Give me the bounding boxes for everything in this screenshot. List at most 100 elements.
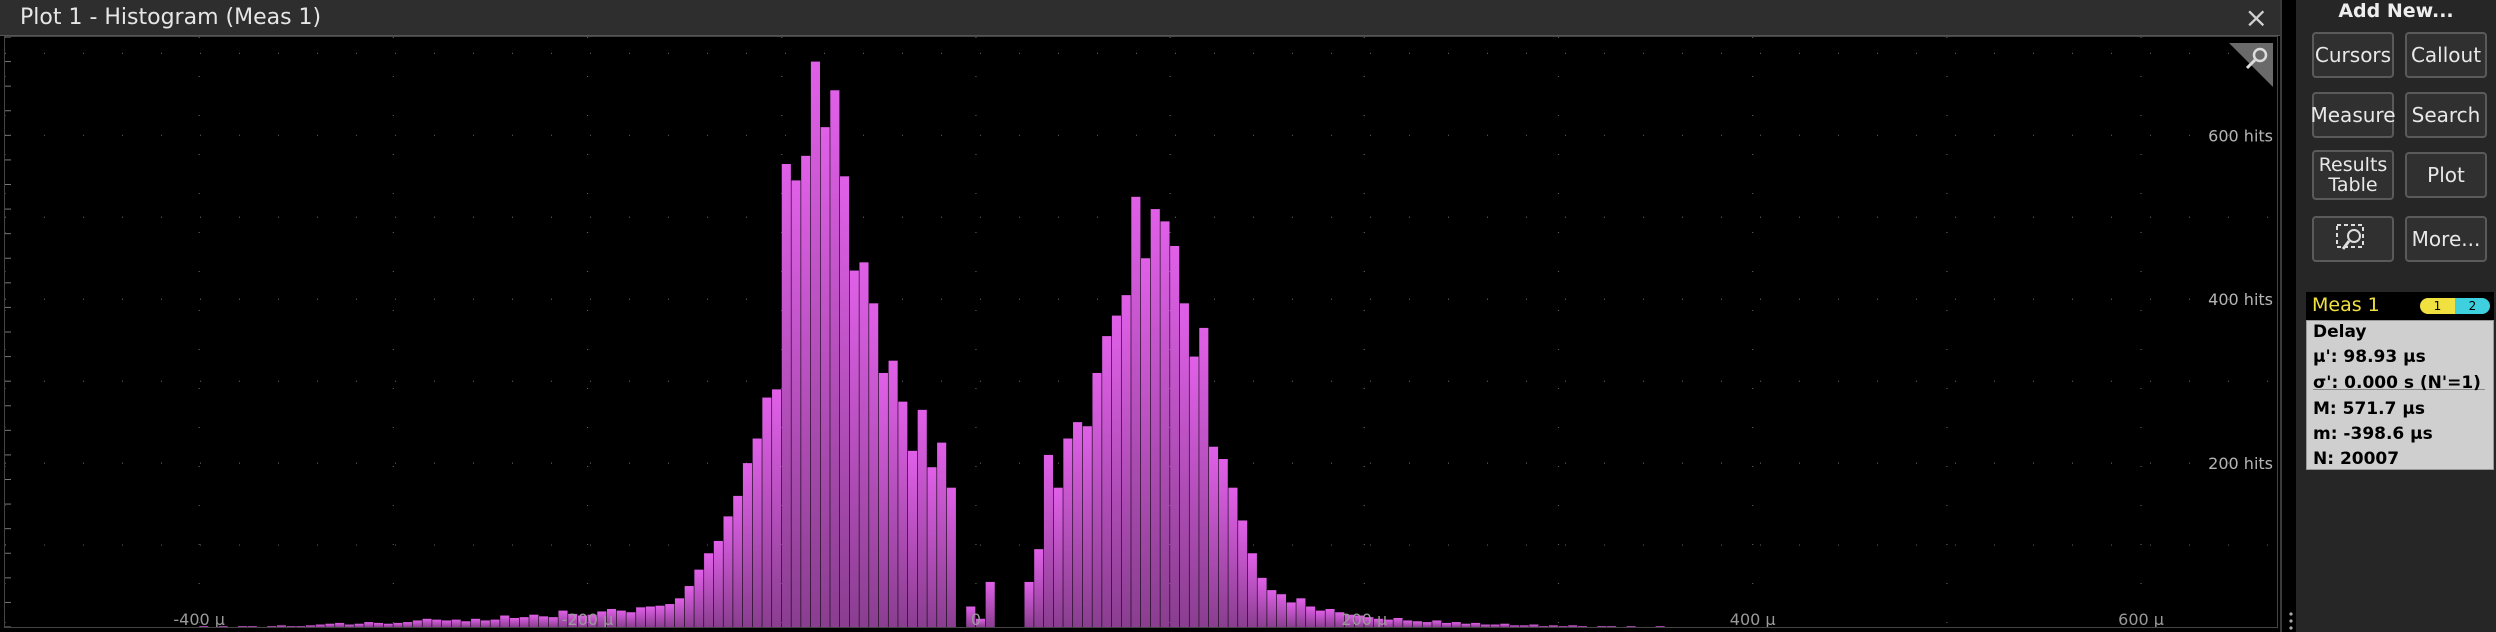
zoom-box-icon [2336,224,2364,250]
histogram-bar [966,606,976,627]
histogram-bar [616,610,626,627]
histogram-bar [548,617,558,627]
histogram-bar [1082,426,1092,627]
x-tick-label: -200 μ [562,610,614,627]
histogram-bar [1189,356,1199,627]
x-tick-label: 400 μ [1730,610,1776,627]
histogram-bar [937,442,947,627]
histogram-bar [218,626,228,627]
grid [5,37,2277,627]
histogram-bar [801,155,811,627]
plot-titlebar[interactable]: Plot 1 - Histogram (Meas 1) × [0,0,2280,36]
histogram-bar [1208,446,1219,627]
histogram-bar [1480,624,1490,627]
more-button[interactable]: More... [2405,216,2487,262]
histogram-bar [849,270,859,627]
histogram-bar [403,622,413,627]
source-1-label: 1 [2420,298,2455,314]
x-axis-ticks: -400 μ -200 μ 0 200 μ 400 μ 600 μ [173,610,2164,627]
histogram-bar [432,619,442,627]
measurement-max: M: 571.7 μs [2313,399,2425,419]
measurement-stddev: σ': 0.000 s (N'=1) [2313,373,2481,393]
separator [2313,389,2485,390]
histogram-bar [383,623,393,627]
results-table-button[interactable]: Results Table [2312,150,2394,200]
histogram-bar [1218,459,1228,627]
resize-handle-icon[interactable] [2288,610,2294,632]
histogram-bar [558,610,568,627]
histogram-bar [296,626,306,627]
measurement-min: m: -398.6 μs [2313,424,2433,444]
histogram-bar [927,467,937,627]
histogram-bar [1170,245,1180,627]
cursors-button[interactable]: Cursors [2312,32,2394,78]
histogram-bar [480,620,490,627]
histogram-bar [1393,617,1403,627]
histogram-bar [840,176,850,627]
x-tick-label: 600 μ [2118,610,2164,627]
histogram-bar [568,613,578,627]
histogram-bar [752,438,762,627]
histogram-bar [1548,625,1558,627]
histogram-plot-area[interactable]: -400 μ -200 μ 0 200 μ 400 μ 600 μ 200 hits 400… [4,36,2278,628]
histogram-bar [412,620,422,627]
histogram-bar [1160,221,1170,627]
histogram-bar [946,487,956,627]
histogram-bar [539,616,549,627]
measurement-badge[interactable]: Meas 1 1 2 Delay μ': 98.93 μs σ': 0.000 … [2306,292,2494,470]
histogram-bar [471,618,481,627]
histogram-bar [597,611,607,627]
zoom-icon[interactable] [2229,43,2273,87]
histogram-bar [810,61,820,627]
histogram-bar [1471,622,1481,627]
measure-button[interactable]: Measure [2311,92,2396,138]
histogram-bar [1024,581,1034,627]
histogram-bar [393,622,403,627]
histogram-bar [364,622,374,627]
histogram-bar [1529,624,1539,627]
histogram-bar [1374,618,1384,627]
y-tick-label: 400 hits [2208,290,2273,309]
x-tick-label: -400 μ [173,610,225,627]
histogram-bar [1412,621,1422,627]
plot-button[interactable]: Plot [2405,152,2487,198]
histogram-bar [461,621,471,627]
histogram-bar [509,617,519,627]
histogram-bar [1150,209,1160,627]
search-button[interactable]: Search [2405,92,2487,138]
histogram-bar [1655,626,1665,627]
histogram-bar [665,604,675,627]
histogram-bar [869,303,879,627]
histogram-bar [1315,610,1325,627]
histogram-bar [1063,438,1073,627]
histogram-bar [704,553,714,627]
histogram-bar [1607,626,1617,627]
histogram-bar [762,397,772,627]
histogram-bar [1577,626,1588,627]
histogram-bar [373,622,384,627]
histogram-bar [276,625,286,627]
x-tick-label: 0 [971,610,981,627]
measurement-count: N: 20007 [2313,449,2400,469]
histogram-bar [1568,625,1578,627]
histogram-bar [577,615,587,627]
histogram-bar [645,606,655,627]
histogram-bar [422,618,432,627]
histogram-bar [1509,625,1520,627]
close-icon[interactable]: × [2244,1,2268,34]
y-axis-ticks: 200 hits 400 hits 600 hits [2208,126,2273,473]
add-new-title: Add New... [2338,0,2454,22]
callout-button[interactable]: Callout [2405,32,2487,78]
histogram-bar [247,626,257,627]
histogram-bar [1500,623,1510,627]
histogram-bar [1199,327,1209,627]
histogram-bar [1296,598,1306,627]
histogram-bar [199,626,209,627]
zoom-box-button[interactable] [2312,216,2394,262]
source-chip: 1 2 [2420,298,2490,314]
histogram-bar [1306,606,1316,627]
histogram-bar [441,620,452,627]
histogram-bar [684,586,694,627]
histogram-bar [733,495,743,627]
histogram-bar [917,409,927,627]
